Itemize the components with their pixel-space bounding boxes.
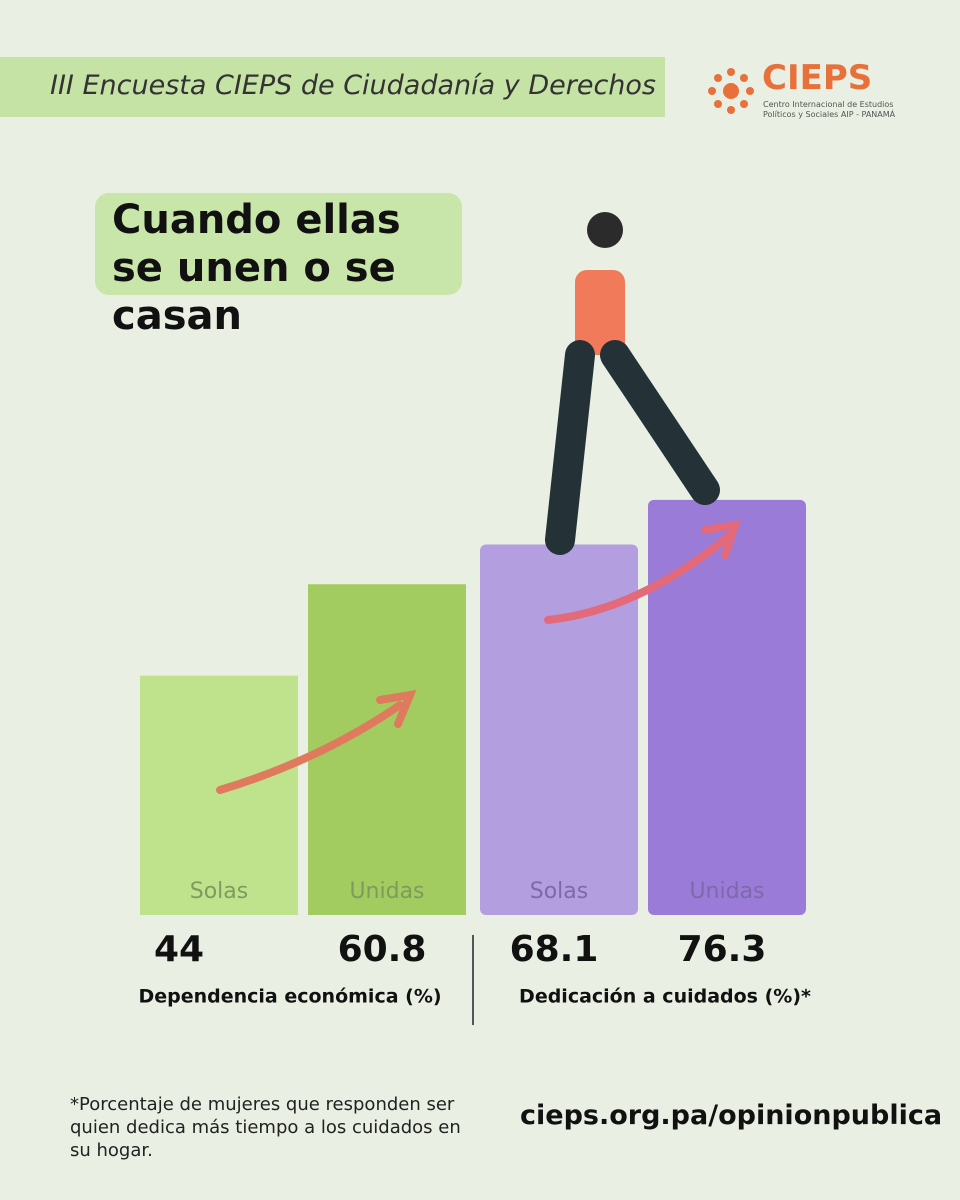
value-label: 76.3 (678, 929, 767, 970)
bar (648, 499, 806, 915)
survey-name: III Encuesta CIEPS de Ciudadanía y Derec… (50, 70, 656, 101)
banner (0, 57, 665, 117)
bar (140, 675, 298, 915)
value-label: 44 (154, 929, 204, 970)
logo-subtitle: Centro Internacional de Estudios Polític… (763, 100, 896, 119)
group-label: Dedicación a cuidados (%)* (519, 986, 811, 1008)
logo-icon (708, 68, 754, 114)
category-label: Unidas (349, 879, 424, 904)
value-label: 68.1 (510, 929, 599, 970)
value-label: 60.8 (338, 929, 427, 970)
category-label: Solas (530, 879, 588, 904)
bar (480, 544, 638, 915)
bar (308, 584, 466, 915)
chart-title: Cuando ellas se unen o se casan (112, 197, 401, 339)
url[interactable]: cieps.org.pa/opinionpublica (520, 1100, 943, 1131)
footnote: *Porcentaje de mujeres que responden ser… (70, 1094, 461, 1161)
decoration (216, 212, 741, 1025)
title-box (95, 193, 462, 295)
category-label: Unidas (689, 879, 764, 904)
chart: Solas 44 Unidas 60.8 Solas 68.1 Unidas 76.3 Depe… (138, 499, 811, 1008)
group-label: Dependencia económica (%) (138, 986, 441, 1008)
logo: CIEPS (762, 58, 873, 98)
category-label: Solas (190, 879, 248, 904)
